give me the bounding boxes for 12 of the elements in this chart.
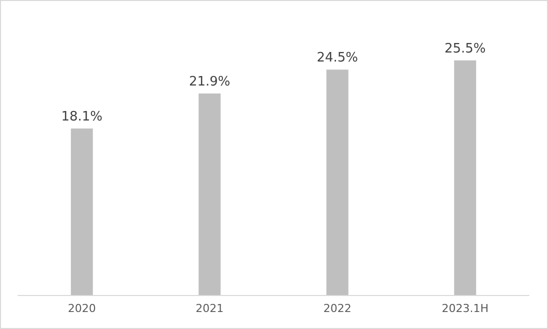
x-tick-label: 2022 [323,302,352,315]
x-tick-label: 2021 [196,302,224,315]
bar [198,94,221,295]
data-label: 24.5% [316,50,358,66]
bar [326,70,348,295]
bar [70,128,93,295]
data-label: 18.1% [61,109,103,124]
x-tick-label: 2020 [68,302,96,315]
bar [454,60,476,295]
data-label: 21.9% [188,74,230,90]
x-tick-label: 2023.1H [442,302,489,315]
data-label: 25.5% [444,41,486,56]
